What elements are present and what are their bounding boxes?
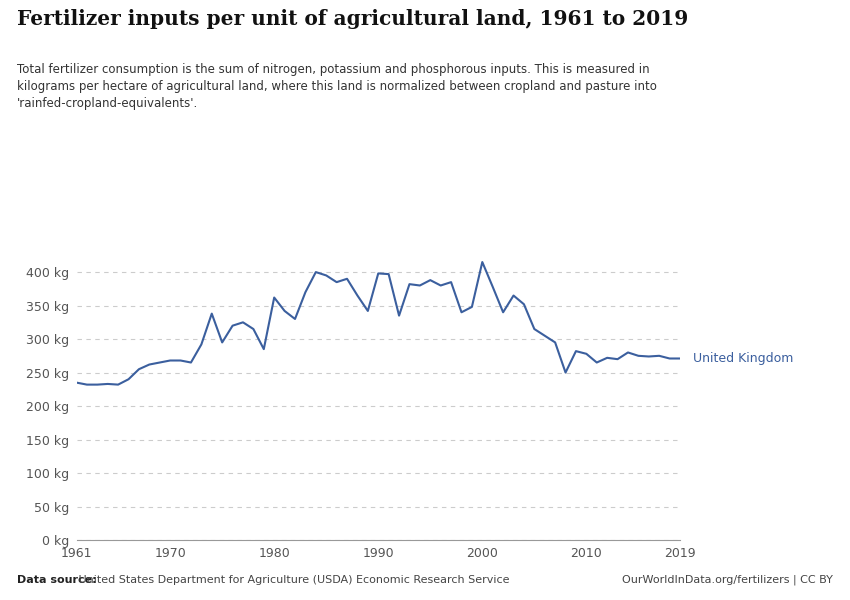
Text: Data source:: Data source: bbox=[17, 575, 97, 585]
Text: United States Department for Agriculture (USDA) Economic Research Service: United States Department for Agriculture… bbox=[75, 575, 509, 585]
Text: Fertilizer inputs per unit of agricultural land, 1961 to 2019: Fertilizer inputs per unit of agricultur… bbox=[17, 9, 688, 29]
Text: Total fertilizer consumption is the sum of nitrogen, potassium and phosphorous i: Total fertilizer consumption is the sum … bbox=[17, 63, 657, 110]
Text: OurWorldInData.org/fertilizers | CC BY: OurWorldInData.org/fertilizers | CC BY bbox=[622, 575, 833, 585]
Text: Our World: Our World bbox=[725, 13, 792, 26]
Text: in Data: in Data bbox=[734, 31, 783, 44]
Text: United Kingdom: United Kingdom bbox=[685, 352, 794, 365]
